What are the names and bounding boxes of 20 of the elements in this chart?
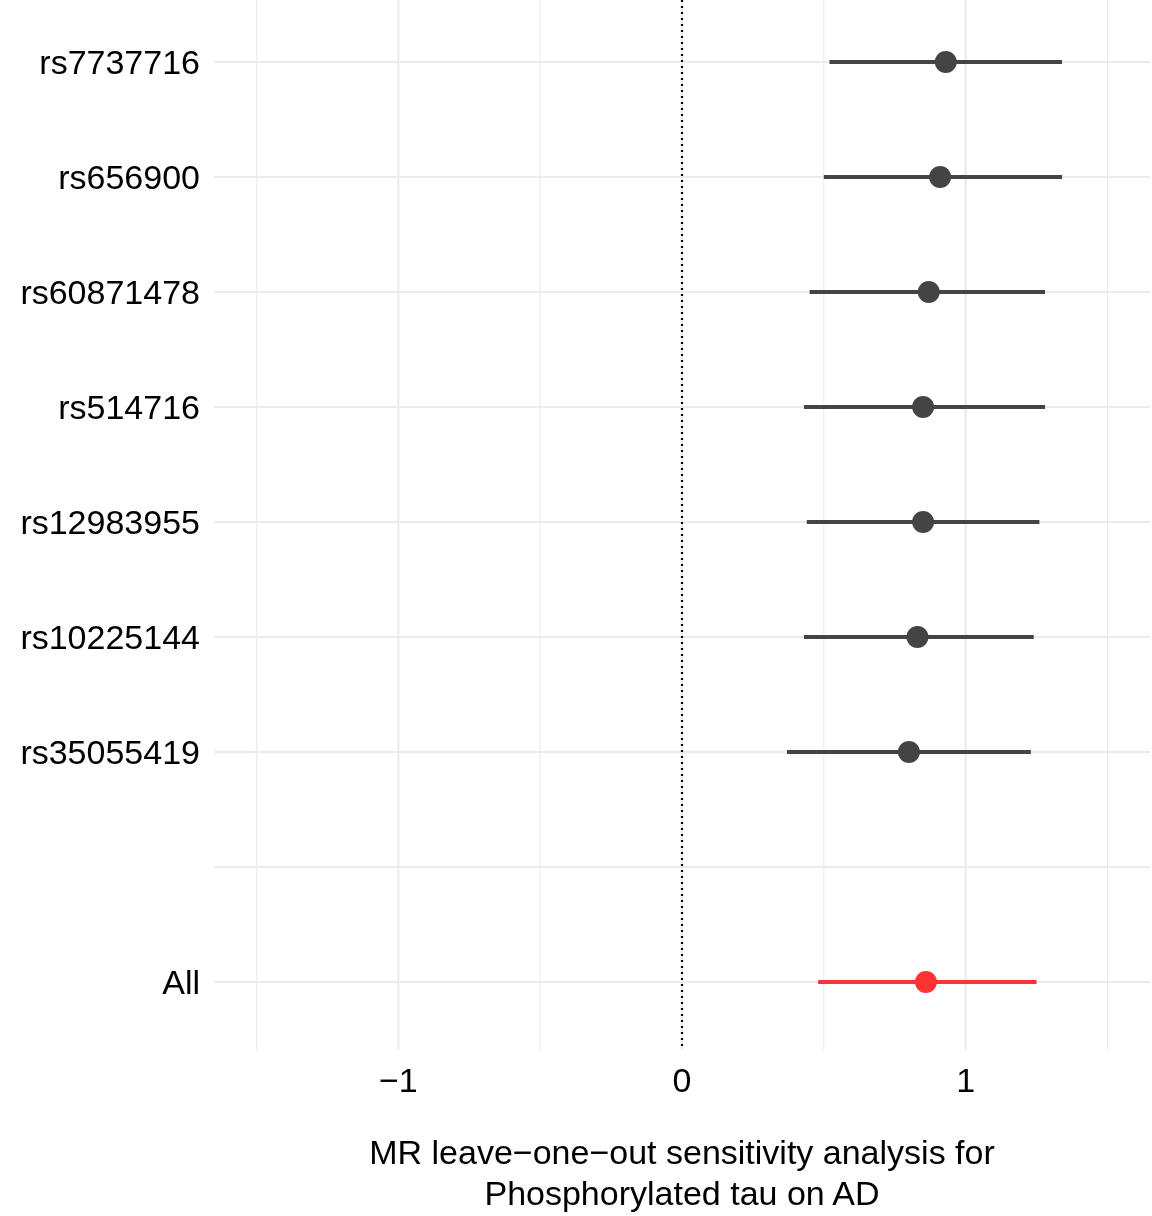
y-tick-label: rs656900 xyxy=(58,157,200,196)
x-tick-label: 1 xyxy=(956,1061,976,1099)
y-tick-label: rs7737716 xyxy=(39,42,200,81)
point xyxy=(929,166,952,188)
point xyxy=(912,511,935,533)
point xyxy=(934,51,957,73)
y-tick-label: rs514716 xyxy=(58,387,200,426)
x-tick-label: −1 xyxy=(378,1061,418,1099)
y-tick-label: All xyxy=(162,962,200,1001)
point xyxy=(917,281,940,303)
y-tick-label: rs60871478 xyxy=(20,272,200,311)
x-axis-title: MR leave−one−out sensitivity analysis for Phosphorylated tau on AD xyxy=(369,1133,995,1212)
point xyxy=(906,626,929,648)
point xyxy=(897,741,920,763)
y-tick-label: rs10225144 xyxy=(20,617,200,656)
point xyxy=(912,396,935,418)
point xyxy=(914,971,937,993)
y-tick-label: rs12983955 xyxy=(20,502,200,541)
x-tick-label: 0 xyxy=(672,1061,692,1099)
y-tick-label: rs35055419 xyxy=(20,732,200,771)
